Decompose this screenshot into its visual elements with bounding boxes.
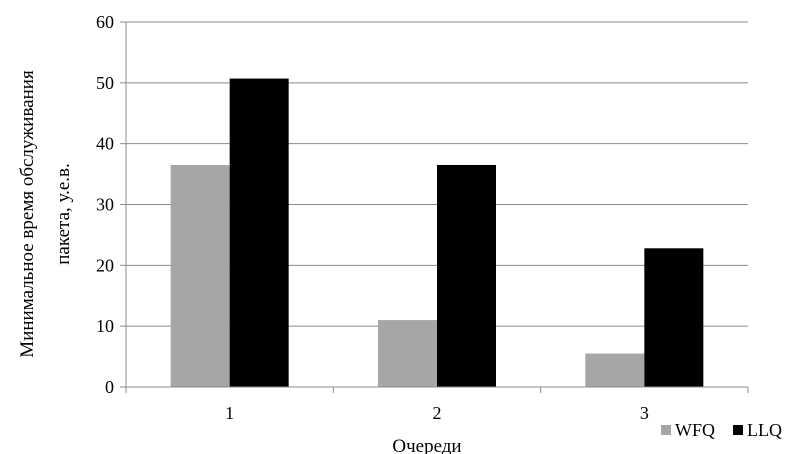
y-axis-title-line2: пакета, у.е.в. [53, 163, 74, 265]
y-tick-label: 60 [96, 12, 114, 32]
y-axis-title-line1: Минимальное время обслуживания [17, 70, 38, 358]
legend-label-wfq: WFQ [675, 420, 715, 440]
legend-label-llq: LLQ [747, 420, 782, 440]
y-tick-labels: 0 10 20 30 40 50 60 [96, 12, 114, 397]
y-tick-label: 10 [96, 316, 114, 336]
bar-wfq-3 [585, 353, 645, 387]
legend: WFQ LLQ [661, 420, 782, 440]
bars [170, 78, 704, 387]
x-tick-label: 3 [640, 403, 649, 423]
x-tick-label: 1 [225, 403, 234, 423]
y-tick-label: 0 [105, 377, 114, 397]
y-tick-label: 40 [96, 134, 114, 154]
bar-wfq-1 [170, 164, 230, 387]
legend-swatch-wfq [661, 425, 671, 435]
bar-llq-2 [437, 164, 496, 387]
axes [120, 21, 749, 393]
bar-llq-3 [644, 248, 704, 387]
y-tick-label: 20 [96, 255, 114, 275]
bar-llq-1 [229, 78, 289, 387]
x-axis-title: Очереди [392, 436, 461, 454]
x-tick-label: 2 [433, 403, 442, 423]
bar-wfq-2 [378, 320, 437, 387]
y-tick-label: 30 [96, 195, 114, 215]
x-tick-labels: 1 2 3 [225, 403, 649, 423]
y-tick-label: 50 [96, 73, 114, 93]
legend-swatch-llq [733, 425, 743, 435]
